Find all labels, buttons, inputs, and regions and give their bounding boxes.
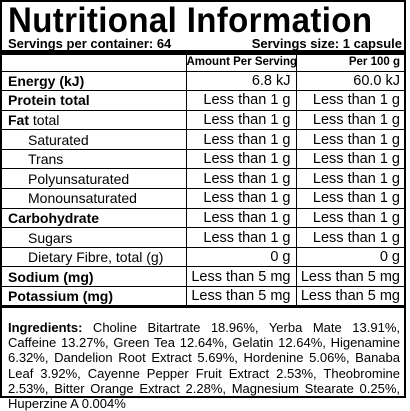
table-row: Sodium (mg) Less than 5 mg Less than 5 m… [2,266,404,288]
row-potassium-serving: Less than 5 mg [185,286,296,308]
header-nutrient [2,54,186,72]
servings-line: Servings per container: 64 Servings size… [8,36,402,52]
fat-label-bold: Fat [8,111,29,128]
row-sugars-name: Sugars [2,227,186,248]
row-monounsaturated-name: Monounsaturated [2,188,186,209]
table-row: Saturated Less than 1 g Less than 1 g [2,129,404,150]
ingredients-label: Ingredients: [8,320,83,335]
row-fibre-100g: 0 g [295,247,404,268]
table-row: Carbohydrate Less than 1 g Less than 1 g [2,208,404,229]
row-fibre-name: Dietary Fibre, total (g) [2,247,186,268]
table-row: Trans Less than 1 g Less than 1 g [2,149,404,170]
row-fat-100g: Less than 1 g [295,110,404,131]
row-sugars-100g: Less than 1 g [295,227,404,248]
row-potassium-name: Potassium (mg) [2,286,186,308]
row-polyunsaturated-name: Polyunsaturated [2,168,186,190]
row-sodium-100g: Less than 5 mg [295,266,404,288]
row-saturated-name: Saturated [2,129,186,150]
serving-size: Servings size: 1 capsule [251,36,402,51]
row-trans-name: Trans [2,149,186,170]
table-header-row: Amount Per Serving Per 100 g [2,54,404,72]
row-carbohydrate-100g: Less than 1 g [295,208,404,229]
top-thick-divider [2,50,404,55]
servings-per-container: Servings per container: 64 [8,36,172,51]
table-row: Fat total Less than 1 g Less than 1 g [2,110,404,131]
table-row: Dietary Fibre, total (g) 0 g 0 g [2,247,404,268]
row-potassium-100g: Less than 5 mg [295,286,404,308]
row-fibre-serving: 0 g [185,247,296,268]
table-row: Energy (kJ) 6.8 kJ 60.0 kJ [2,71,404,92]
row-polyunsaturated-100g: Less than 1 g [295,168,404,190]
row-trans-serving: Less than 1 g [185,149,296,170]
table-row: Potassium (mg) Less than 5 mg Less than … [2,286,404,308]
row-energy-name: Energy (kJ) [2,71,186,92]
row-trans-100g: Less than 1 g [295,149,404,170]
header-per-100g: Per 100 g [295,54,404,72]
row-sodium-name: Sodium (mg) [2,266,186,288]
row-fat-serving: Less than 1 g [185,110,296,131]
row-protein-name: Protein total [2,90,186,111]
row-protein-serving: Less than 1 g [185,90,296,111]
table-row: Monounsaturated Less than 1 g Less than … [2,188,404,209]
row-carbohydrate-name: Carbohydrate [2,208,186,229]
table-row: Protein total Less than 1 g Less than 1 … [2,90,404,111]
row-energy-serving: 6.8 kJ [185,71,296,92]
row-saturated-serving: Less than 1 g [185,129,296,150]
row-saturated-100g: Less than 1 g [295,129,404,150]
table-row: Sugars Less than 1 g Less than 1 g [2,227,404,248]
row-sugars-serving: Less than 1 g [185,227,296,248]
row-carbohydrate-serving: Less than 1 g [185,208,296,229]
row-protein-100g: Less than 1 g [295,90,404,111]
nutrition-table: Amount Per Serving Per 100 g Energy (kJ)… [2,54,404,308]
row-monounsaturated-100g: Less than 1 g [295,188,404,209]
table-row: Polyunsaturated Less than 1 g Less than … [2,168,404,190]
fat-label-rest: total [29,111,60,128]
row-monounsaturated-serving: Less than 1 g [185,188,296,209]
header-per-serving: Amount Per Serving [185,54,297,72]
ingredients-text: Ingredients: Choline Bitartrate 18.96%, … [8,320,400,411]
row-polyunsaturated-serving: Less than 1 g [185,168,296,190]
row-energy-100g: 60.0 kJ [295,71,404,92]
row-sodium-serving: Less than 5 mg [185,266,296,288]
row-fat-name: Fat total [2,110,186,131]
panel-title: Nutritional Information [8,0,373,40]
